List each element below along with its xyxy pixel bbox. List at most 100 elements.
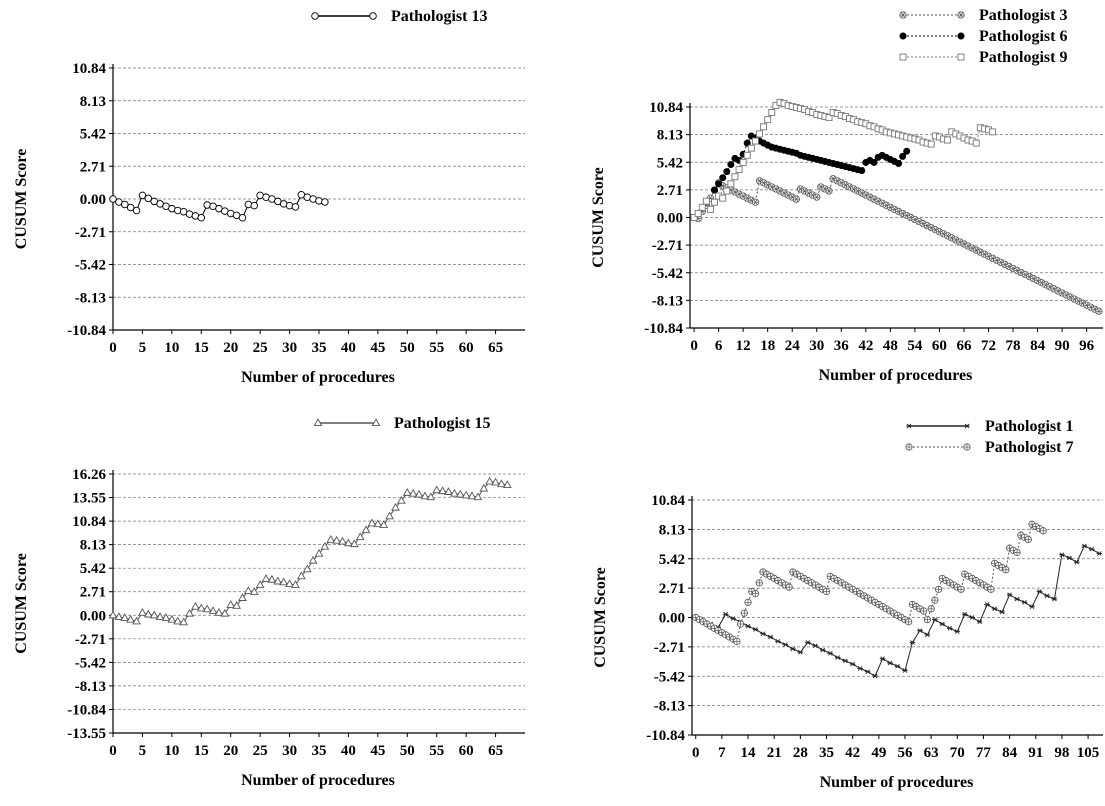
data-point [825, 114, 833, 122]
y-tick-label: 5.42 [80, 127, 106, 143]
legend-entry: Pathologist 3 [899, 7, 1067, 24]
x-tick-label: 24 [785, 338, 801, 354]
y-tick-label: 13.55 [72, 491, 106, 507]
data-point [179, 617, 188, 626]
data-point [984, 602, 990, 607]
x-tick-label: 60 [459, 340, 474, 356]
y-tick-label: 10.84 [72, 514, 106, 530]
y-tick-label: 0.00 [659, 611, 685, 627]
data-point [702, 197, 710, 205]
x-tick-label: 0 [109, 743, 117, 759]
data-point [191, 601, 200, 610]
data-point [444, 487, 453, 495]
data-point [402, 488, 412, 496]
data-point [1039, 527, 1047, 535]
x-tick-label: 90 [1055, 338, 1070, 354]
y-tick-label: 10.84 [72, 61, 106, 77]
data-point [927, 140, 935, 148]
series-pathologist-13 [109, 191, 329, 222]
data-point [723, 168, 731, 176]
x-tick-label: 35 [312, 743, 327, 759]
series-pathologist-9 [690, 98, 997, 221]
data-point [834, 655, 841, 660]
data-point [450, 488, 459, 497]
x-tick-label: 56 [897, 745, 913, 761]
data-point [934, 585, 943, 593]
data-point [954, 629, 961, 634]
data-point [138, 191, 147, 200]
legend-marker [957, 11, 965, 19]
data-point [185, 608, 194, 617]
y-tick-label: 8.13 [659, 522, 685, 538]
y-axis-label: CUSUM Score [13, 553, 30, 654]
x-tick-label: 70 [950, 745, 965, 761]
data-point [385, 511, 394, 520]
data-point [355, 532, 365, 541]
data-point [756, 130, 763, 138]
y-tick-label: -5.42 [75, 258, 106, 274]
data-point [1036, 589, 1043, 594]
data-point [1002, 566, 1010, 574]
x-tick-label: 60 [459, 743, 474, 759]
y-axis-label: CUSUM Score [592, 567, 609, 668]
data-point [939, 621, 946, 627]
data-point [719, 174, 727, 182]
x-tick-label: 15 [194, 340, 209, 356]
data-point [790, 646, 796, 652]
series-pathologist-1 [692, 543, 1103, 679]
data-point [232, 600, 241, 609]
data-point [905, 618, 913, 626]
data-point [775, 639, 781, 644]
y-tick-label: -2.71 [75, 225, 106, 241]
data-point [957, 585, 965, 593]
data-point [1066, 555, 1073, 561]
y-tick-label: -5.42 [75, 655, 106, 671]
data-point [143, 609, 153, 618]
data-point [760, 631, 766, 637]
data-point [694, 209, 702, 217]
data-point [931, 596, 939, 604]
x-tick-label: 6 [715, 338, 723, 354]
x-tick-label: 18 [760, 338, 775, 354]
data-point [155, 612, 165, 621]
data-point [920, 607, 928, 615]
y-tick-label: -2.71 [75, 632, 106, 648]
data-point [408, 488, 418, 497]
data-point [812, 643, 819, 649]
data-point [969, 615, 976, 620]
data-point [999, 609, 1005, 615]
data-point [730, 616, 736, 621]
data-point [785, 583, 793, 591]
data-point [250, 201, 259, 210]
data-point [126, 203, 135, 212]
data-point [927, 605, 935, 613]
legend-marker [906, 423, 912, 429]
data-point [379, 520, 389, 528]
x-axis-label: Number of procedures [820, 774, 974, 791]
y-tick-label: 2.71 [80, 585, 106, 601]
data-point [895, 159, 903, 167]
x-tick-label: 20 [223, 743, 238, 759]
x-tick-label: 55 [429, 340, 444, 356]
legend-marker [905, 443, 913, 451]
x-tick-label: 45 [370, 743, 385, 759]
legend-marker [313, 418, 323, 427]
x-tick-label: 65 [488, 340, 503, 356]
data-point [727, 160, 735, 168]
data-point [344, 538, 353, 547]
data-point [722, 611, 729, 617]
x-tick-label: 30 [282, 743, 297, 759]
y-tick-label: -10.84 [67, 323, 106, 339]
legend-entry: Pathologist 9 [899, 49, 1067, 66]
data-point [485, 476, 495, 485]
data-point [864, 669, 871, 675]
data-point [924, 632, 931, 638]
data-point [752, 627, 759, 632]
data-point [414, 489, 424, 498]
series-pathologist-6 [711, 132, 911, 194]
data-point [1021, 600, 1028, 605]
data-point [870, 158, 878, 166]
data-point [197, 213, 206, 222]
x-tick-label: 14 [741, 745, 757, 761]
data-point [467, 491, 477, 500]
